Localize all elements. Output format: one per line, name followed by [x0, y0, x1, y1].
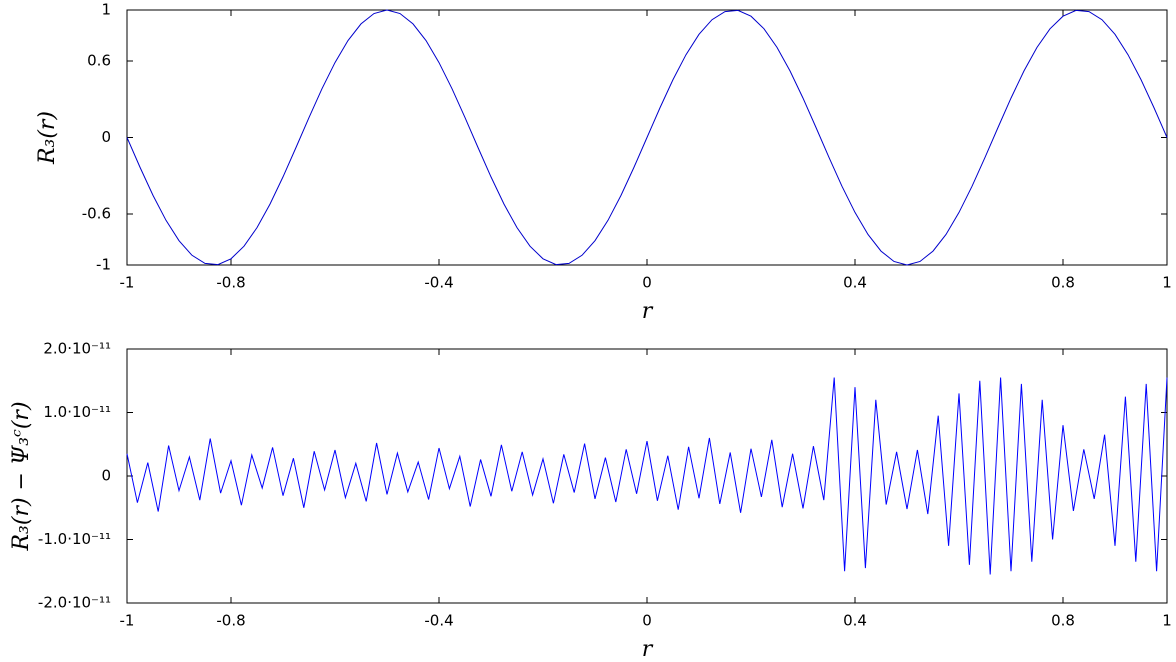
x-tick-label: -1 [120, 612, 135, 630]
y-tick-label: -1.0·10⁻¹¹ [38, 530, 111, 548]
y-tick-label: 0 [101, 128, 111, 146]
x-axis-label: r [642, 299, 654, 324]
x-tick-label: -1 [120, 274, 135, 292]
y-tick-label: 1 [101, 1, 111, 19]
x-tick-label: -0.4 [424, 274, 453, 292]
x-tick-label: -0.4 [424, 612, 453, 630]
x-tick-label: -0.8 [216, 274, 245, 292]
x-tick-label: 0.4 [843, 612, 867, 630]
y-axis-label: R₃(r) − Ψ₃ᶜ(r) [9, 401, 34, 551]
x-tick-label: 0 [642, 274, 652, 292]
x-tick-label: -0.8 [216, 612, 245, 630]
y-tick-label: 2.0·10⁻¹¹ [43, 340, 111, 358]
y-tick-label: -2.0·10⁻¹¹ [38, 594, 111, 612]
data-line [126, 377, 1168, 575]
x-tick-label: 0.8 [1051, 274, 1075, 292]
y-tick-label: 1.0·10⁻¹¹ [43, 403, 111, 421]
y-axis-label: R₃(r) [35, 111, 60, 165]
y-tick-label: -0.6 [82, 205, 111, 223]
y-tick-label: 0 [101, 467, 111, 485]
x-axis-label: r [642, 637, 654, 662]
x-tick-label: 1 [1162, 274, 1172, 292]
x-tick-label: 0.4 [843, 274, 867, 292]
y-tick-label: -1 [96, 256, 111, 274]
x-tick-label: 0 [642, 612, 652, 630]
data-line [126, 9, 1168, 266]
y-tick-label: 0.6 [87, 52, 111, 70]
x-tick-label: 0.8 [1051, 612, 1075, 630]
x-tick-label: 1 [1162, 612, 1172, 630]
